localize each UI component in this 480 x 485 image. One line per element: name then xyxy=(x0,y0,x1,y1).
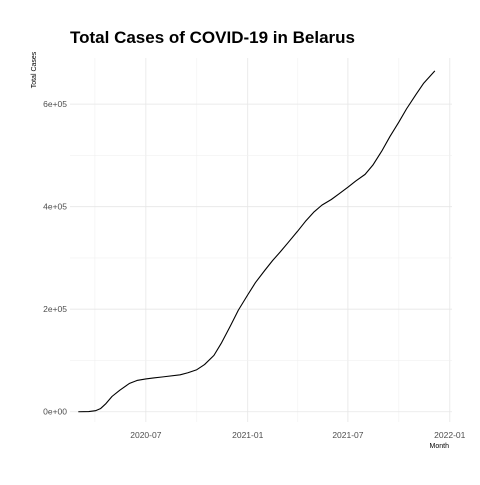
grid-lines xyxy=(70,58,452,422)
x-axis-label: Month xyxy=(430,443,450,450)
x-axis-ticks: 2020-07 2021-01 2021-07 2022-01 xyxy=(130,430,465,440)
x-tick-label-3: 2022-01 xyxy=(434,430,465,440)
x-tick-label-0: 2020-07 xyxy=(130,430,161,440)
x-tick-label-2: 2021-07 xyxy=(332,430,363,440)
y-tick-label-2: 4e+05 xyxy=(43,202,67,212)
series-line-total-cases xyxy=(78,70,436,413)
y-axis-label: Total Cases xyxy=(31,51,38,88)
y-axis-ticks: 0e+00 2e+05 4e+05 6e+05 xyxy=(43,99,67,417)
y-tick-label-3: 6e+05 xyxy=(43,99,67,109)
x-tick-label-1: 2021-01 xyxy=(232,430,263,440)
y-tick-label-1: 2e+05 xyxy=(43,304,67,314)
chart-title: Total Cases of COVID-19 in Belarus xyxy=(70,28,355,47)
y-tick-label-0: 0e+00 xyxy=(43,407,67,417)
